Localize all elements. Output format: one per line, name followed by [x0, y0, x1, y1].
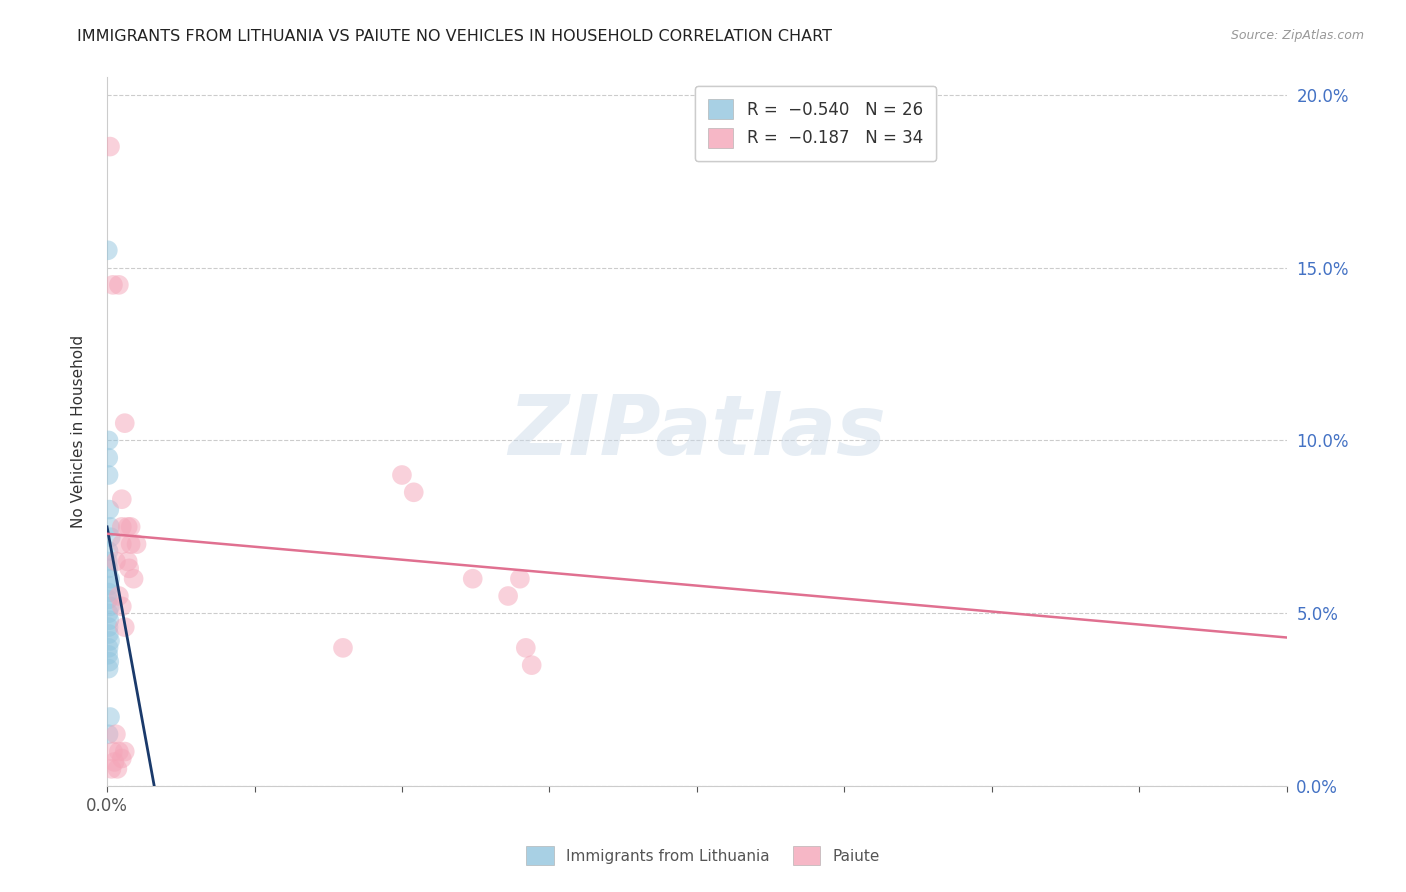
Text: IMMIGRANTS FROM LITHUANIA VS PAIUTE NO VEHICLES IN HOUSEHOLD CORRELATION CHART: IMMIGRANTS FROM LITHUANIA VS PAIUTE NO V… — [77, 29, 832, 44]
Point — [104, 554, 127, 568]
Point — [100, 762, 122, 776]
Point — [105, 762, 128, 776]
Point — [104, 727, 127, 741]
Point — [97, 727, 120, 741]
Point — [97, 450, 120, 465]
Point — [97, 585, 120, 599]
Point — [111, 751, 134, 765]
Point — [98, 710, 121, 724]
Legend: R =  −0.540   N = 26, R =  −0.187   N = 34: R = −0.540 N = 26, R = −0.187 N = 34 — [695, 86, 936, 161]
Text: Source: ZipAtlas.com: Source: ZipAtlas.com — [1230, 29, 1364, 42]
Point — [98, 634, 121, 648]
Point — [98, 502, 121, 516]
Point — [100, 530, 122, 544]
Point — [98, 599, 121, 614]
Point — [118, 561, 141, 575]
Y-axis label: No Vehicles in Household: No Vehicles in Household — [72, 335, 86, 528]
Point — [108, 277, 131, 292]
Point — [332, 640, 354, 655]
Point — [120, 520, 142, 534]
Point — [117, 554, 139, 568]
Point — [101, 745, 124, 759]
Point — [120, 537, 142, 551]
Point — [114, 745, 136, 759]
Point — [515, 640, 537, 655]
Point — [114, 416, 136, 430]
Point — [461, 572, 484, 586]
Point — [111, 537, 134, 551]
Point — [97, 620, 120, 634]
Point — [108, 589, 131, 603]
Point — [97, 592, 120, 607]
Point — [111, 492, 134, 507]
Point — [103, 755, 125, 769]
Point — [98, 139, 121, 153]
Point — [114, 620, 136, 634]
Point — [97, 434, 120, 448]
Point — [98, 613, 121, 627]
Point — [108, 745, 131, 759]
Point — [98, 579, 121, 593]
Point — [125, 537, 148, 551]
Point — [117, 520, 139, 534]
Point — [97, 561, 120, 575]
Point — [97, 640, 120, 655]
Point — [520, 658, 543, 673]
Point — [101, 277, 124, 292]
Point — [509, 572, 531, 586]
Point — [97, 244, 120, 258]
Point — [122, 572, 145, 586]
Point — [97, 544, 120, 558]
Point — [496, 589, 519, 603]
Point — [98, 655, 121, 669]
Point — [402, 485, 425, 500]
Point — [97, 662, 120, 676]
Text: ZIPatlas: ZIPatlas — [508, 392, 886, 472]
Point — [97, 648, 120, 662]
Point — [98, 520, 121, 534]
Point — [391, 468, 413, 483]
Point — [97, 468, 120, 483]
Point — [98, 572, 121, 586]
Point — [97, 554, 120, 568]
Point — [111, 599, 134, 614]
Point — [111, 520, 134, 534]
Legend: Immigrants from Lithuania, Paiute: Immigrants from Lithuania, Paiute — [520, 840, 886, 871]
Point — [97, 607, 120, 621]
Point — [97, 627, 120, 641]
